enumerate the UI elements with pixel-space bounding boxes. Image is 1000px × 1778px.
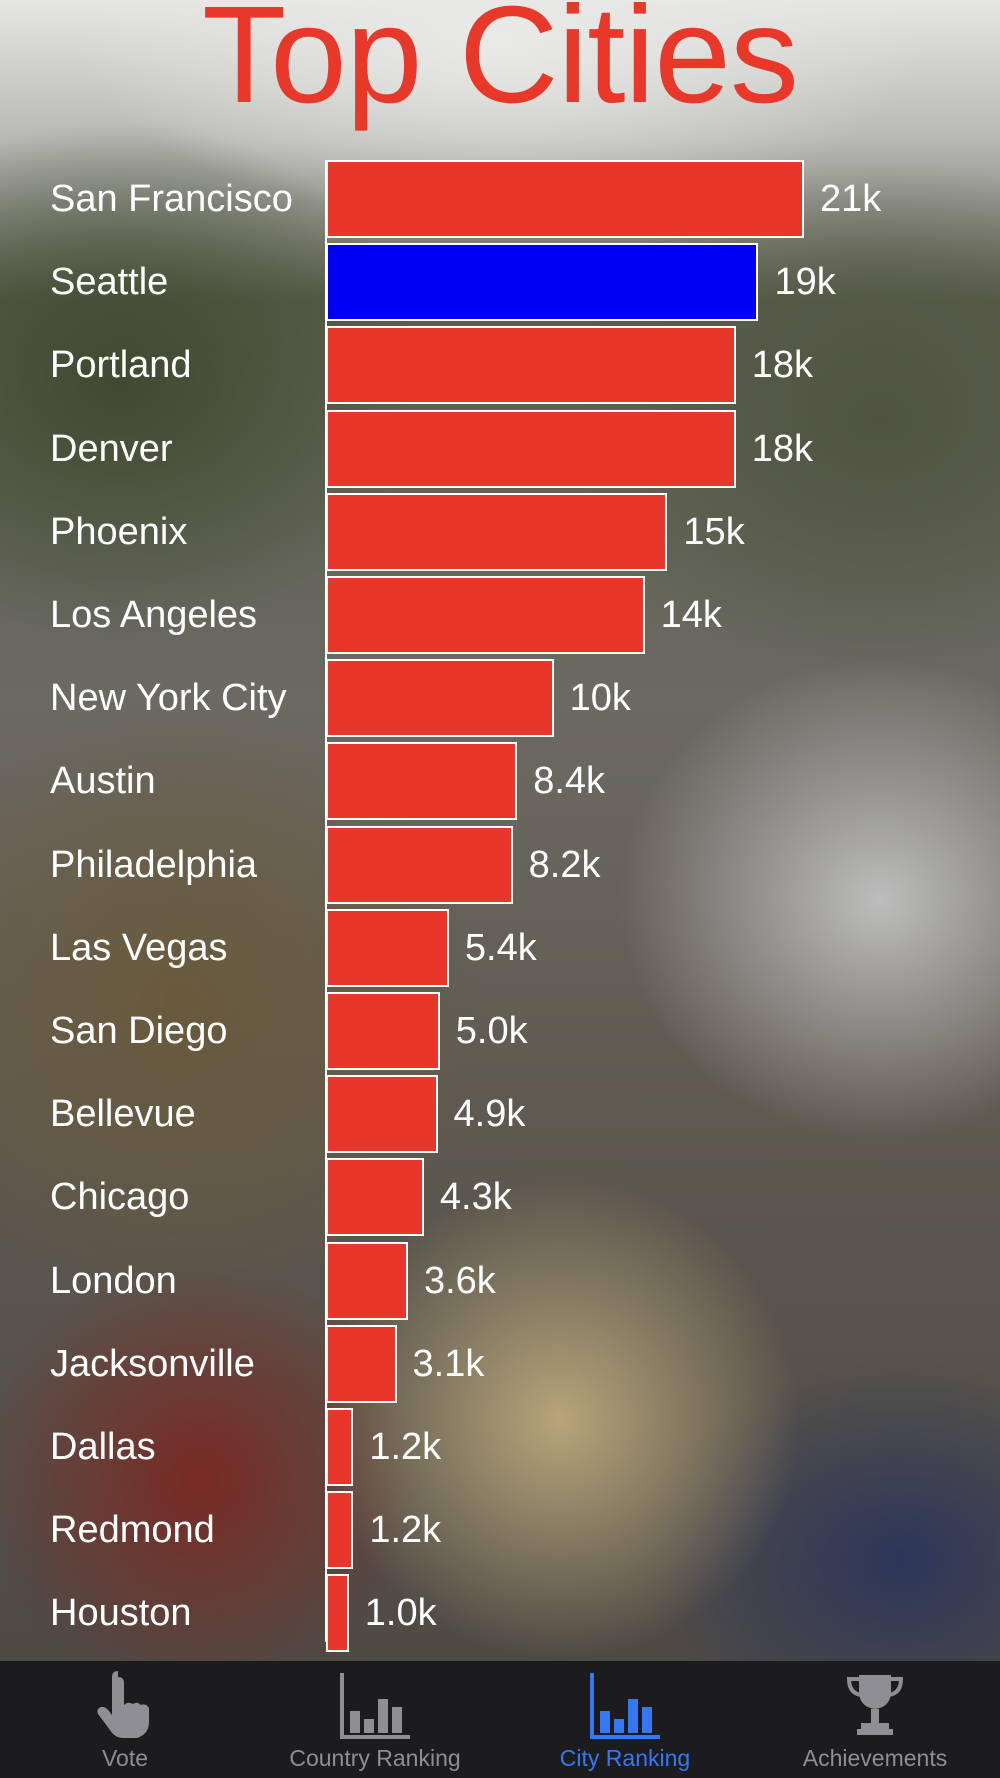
tab-country-ranking[interactable]: Country Ranking [250, 1661, 500, 1778]
bar [326, 1075, 438, 1154]
bar [326, 659, 554, 738]
bar-chart-icon [588, 1671, 662, 1746]
bar [326, 1574, 349, 1653]
value-label: 18k [751, 427, 813, 470]
city-label: Las Vegas [50, 926, 228, 969]
city-label: San Francisco [50, 178, 293, 220]
bar [326, 492, 668, 571]
city-label: Portland [50, 344, 192, 387]
city-label: London [50, 1259, 177, 1302]
value-label: 4.3k [439, 1176, 512, 1219]
city-label: Austin [50, 760, 156, 803]
bar [326, 992, 440, 1070]
pointing-hand-icon [90, 1671, 160, 1746]
value-label: 5.4k [464, 926, 537, 969]
bar [326, 742, 518, 821]
bar [326, 825, 513, 904]
city-label: Chicago [50, 1176, 190, 1219]
trophy-icon [845, 1671, 905, 1746]
tab-bar: Vote Country Ranking Cit [0, 1661, 1000, 1778]
city-label: Philadelphia [50, 843, 258, 886]
bar [326, 1491, 354, 1570]
bar-chart-icon [338, 1671, 412, 1746]
city-ranking-chart: San Francisco 21k Seattle 19k Portland 18k Den… [50, 160, 882, 1653]
city-label: Redmond [50, 1509, 215, 1552]
value-label: 3.6k [423, 1259, 496, 1302]
city-label: New York City [50, 677, 287, 720]
value-label: 18k [751, 344, 813, 387]
bar [326, 576, 645, 654]
value-label: 19k [774, 261, 836, 304]
value-label: 3.1k [412, 1342, 485, 1385]
tab-achievements[interactable]: Achievements [750, 1661, 1000, 1778]
bar [326, 1241, 408, 1320]
city-label: Seattle [50, 261, 169, 304]
tab-label: City Ranking [559, 1745, 691, 1771]
page-title: Top Cities [202, 0, 799, 132]
value-label: 1.0k [364, 1592, 437, 1635]
bar [326, 409, 736, 488]
city-label: Los Angeles [50, 594, 258, 636]
city-label: Denver [50, 427, 173, 470]
tab-city-ranking[interactable]: City Ranking [500, 1661, 750, 1778]
city-label: Houston [50, 1592, 192, 1635]
tab-label: Country Ranking [289, 1745, 461, 1771]
bar [326, 908, 449, 987]
city-label: Bellevue [50, 1093, 196, 1136]
value-label: 8.2k [528, 843, 601, 886]
value-label: 10k [569, 677, 631, 720]
value-label: 21k [820, 178, 882, 220]
value-label: 14k [660, 594, 722, 636]
value-label: 15k [683, 510, 745, 553]
bar [326, 326, 736, 405]
city-label: Jacksonville [50, 1342, 255, 1385]
value-label: 8.4k [533, 760, 606, 803]
bar [326, 1158, 424, 1237]
value-label: 4.9k [453, 1093, 526, 1136]
value-label: 1.2k [369, 1509, 442, 1552]
bar [326, 1324, 397, 1403]
value-label: 1.2k [369, 1426, 442, 1468]
city-label: San Diego [50, 1010, 228, 1052]
city-label: Phoenix [50, 510, 188, 553]
bar [326, 243, 759, 322]
bar [326, 160, 804, 238]
city-label: Dallas [50, 1426, 156, 1468]
tab-vote[interactable]: Vote [0, 1661, 250, 1778]
value-label: 5.0k [455, 1010, 528, 1052]
bar [326, 1408, 354, 1486]
tab-label: Vote [101, 1745, 149, 1771]
tab-label: Achievements [802, 1745, 948, 1771]
